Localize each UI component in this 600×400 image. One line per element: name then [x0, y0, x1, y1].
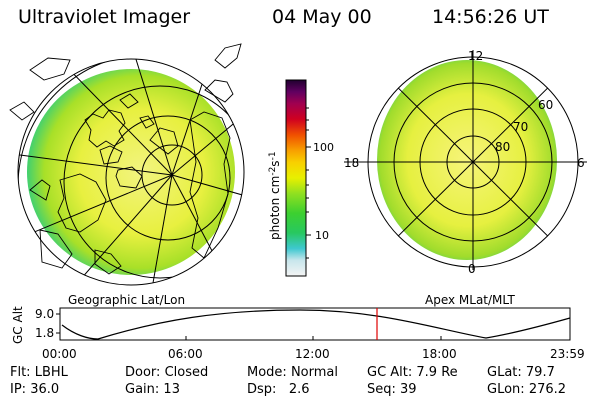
alt-xtick-1200: 12:00: [295, 347, 330, 361]
info-glat: GLat: 79.7: [487, 365, 555, 380]
info-dsp: Dsp: 2.6: [247, 382, 310, 397]
geo-auroral-image: [27, 69, 235, 275]
colorbar-unit-label: photon cm-2s-1: [268, 151, 282, 240]
apex-auroral-image: [377, 60, 557, 260]
alt-xtick-1800: 18:00: [422, 347, 457, 361]
info-gc-alt: GC Alt: 7.9 Re: [367, 365, 458, 380]
info-door: Door: Closed: [125, 365, 209, 380]
mlat-label-60: 60: [538, 98, 553, 112]
geo-frame: [17, 58, 245, 286]
colorbar-tick-10: 10: [315, 229, 329, 242]
info-gain: Gain: 13: [125, 382, 180, 397]
altitude-plot: 9.0 1.8 GC Alt 00:00 06:00 12:00 18:00 2…: [11, 306, 585, 361]
geo-caption: Geographic Lat/Lon: [68, 293, 185, 307]
apex-panel: 12 18 6 0 60 70 80: [344, 49, 587, 276]
info-glon: GLon: 276.2: [487, 382, 567, 397]
apex-caption: Apex MLat/MLT: [425, 293, 515, 307]
colorbar-tick-100: 100: [313, 141, 334, 154]
colorbar: 100 10 photon cm-2s-1: [268, 79, 334, 277]
alt-xtick-0600: 06:00: [168, 347, 203, 361]
geo-coastlines: [9, 43, 242, 275]
mlt-label-6: 6: [577, 156, 585, 170]
info-ip: IP: 36.0: [10, 382, 60, 397]
instrument-title: Ultraviolet Imager: [18, 6, 191, 28]
mlat-label-70: 70: [513, 120, 528, 134]
info-flt: Flt: LBHL: [10, 365, 68, 380]
mlt-label-0: 0: [468, 262, 476, 276]
alt-ytick-9: 9.0: [35, 307, 54, 321]
mlt-label-18: 18: [344, 156, 359, 170]
alt-ytick-1.8: 1.8: [35, 326, 54, 340]
altitude-curve: [61, 309, 571, 340]
mlat-label-80: 80: [495, 140, 510, 154]
geographic-panel: [9, 43, 245, 286]
info-seq: Seq: 39: [367, 382, 417, 397]
mlt-label-12: 12: [468, 49, 483, 63]
time-label: 14:56:26 UT: [432, 6, 549, 28]
date-label: 04 May 00: [272, 6, 372, 28]
alt-xtick-2359: 23:59: [550, 347, 585, 361]
alt-ylabel: GC Alt: [11, 306, 25, 344]
alt-xtick-0000: 00:00: [42, 347, 77, 361]
info-mode: Mode: Normal: [247, 365, 338, 380]
